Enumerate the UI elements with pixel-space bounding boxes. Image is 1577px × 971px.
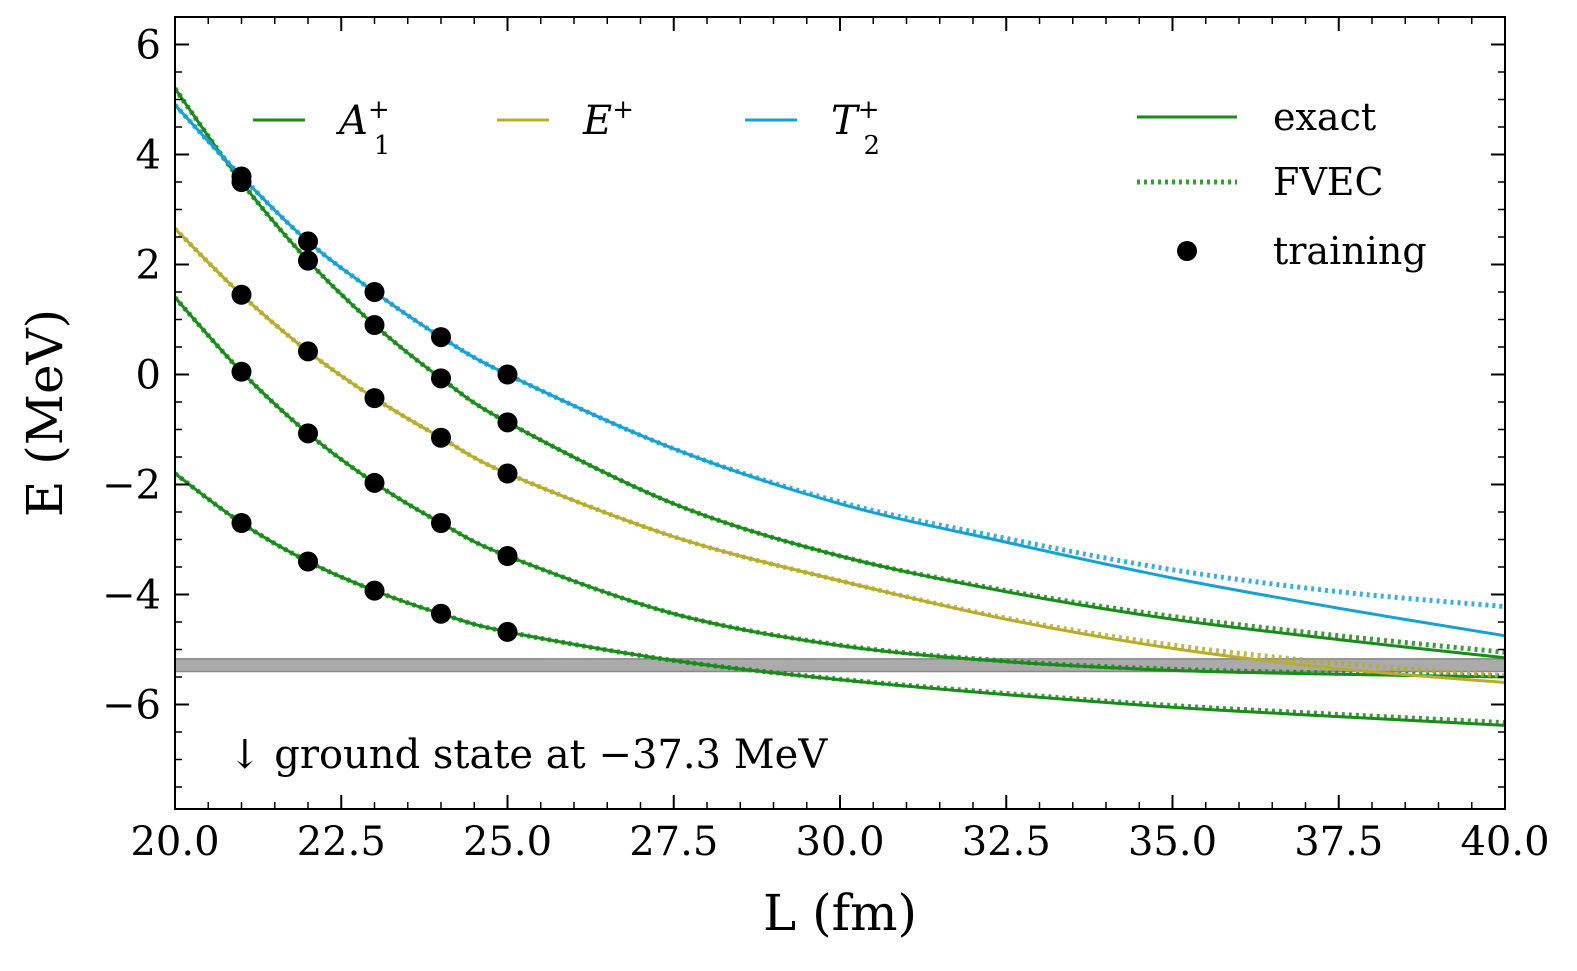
legend-label-dotted: FVEC [1273, 160, 1384, 204]
training-point [364, 472, 385, 493]
training-point [298, 250, 318, 271]
y-tick-label: 2 [136, 243, 161, 289]
training-point [497, 621, 518, 642]
training-point [497, 463, 518, 484]
legend-label-E: E+ [582, 95, 634, 144]
x-tick-label: 37.5 [1294, 819, 1383, 865]
x-tick-label: 32.5 [962, 819, 1051, 865]
x-tick-label: 22.5 [297, 819, 386, 865]
x-axis-title: L (fm) [763, 884, 917, 942]
x-tick-label: 35.0 [1128, 819, 1217, 865]
training-point [364, 315, 385, 335]
training-point [298, 341, 318, 362]
training-point [231, 513, 252, 533]
y-tick-label: −2 [102, 463, 161, 509]
training-point [298, 551, 318, 572]
legend-label-solid: exact [1273, 95, 1376, 139]
ground-state-annotation: ↓ ground state at −37.3 MeV [228, 732, 828, 778]
x-tick-label: 27.5 [629, 819, 718, 865]
ticks-layer: 20.0 22.5 25.0 27.5 30.0 32.5 35.0 37.5 40.0 6 4 2 0… [102, 16, 1550, 865]
training-point [364, 388, 385, 409]
training-point [431, 327, 451, 348]
y-tick-label: 6 [136, 23, 161, 69]
legend-label-A1: A+ 1 [335, 95, 390, 161]
training-point [497, 412, 518, 433]
y-tick-label: −6 [102, 683, 161, 729]
training-point [497, 546, 518, 566]
y-tick-label: −4 [102, 573, 161, 619]
training-point [431, 513, 451, 533]
training-point [364, 580, 385, 601]
training-point [231, 361, 252, 382]
x-tick-label: 40.0 [1460, 819, 1549, 865]
x-tick-label: 25.0 [463, 819, 552, 865]
training-point [231, 172, 252, 192]
training-point [431, 368, 451, 389]
training-point [364, 282, 385, 302]
legend: A+ 1 E+ T+ 2 exact FVEC training [253, 95, 1427, 273]
y-axis-title: E (MeV) [16, 309, 74, 517]
y-tick-label: 4 [136, 133, 161, 179]
y-tick-label: 0 [136, 353, 161, 399]
x-tick-label: 30.0 [795, 819, 884, 865]
training-point [431, 427, 451, 448]
legend-label-marker: training [1273, 229, 1427, 273]
training-point [298, 231, 318, 252]
training-points-layer [231, 166, 518, 642]
x-tick-label: 20.0 [130, 819, 219, 865]
training-point [231, 284, 252, 305]
training-point [298, 423, 318, 444]
training-point [431, 603, 451, 624]
legend-label-T2: T+ 2 [831, 95, 880, 161]
legend-marker-training [1177, 241, 1197, 261]
training-point [497, 364, 518, 385]
